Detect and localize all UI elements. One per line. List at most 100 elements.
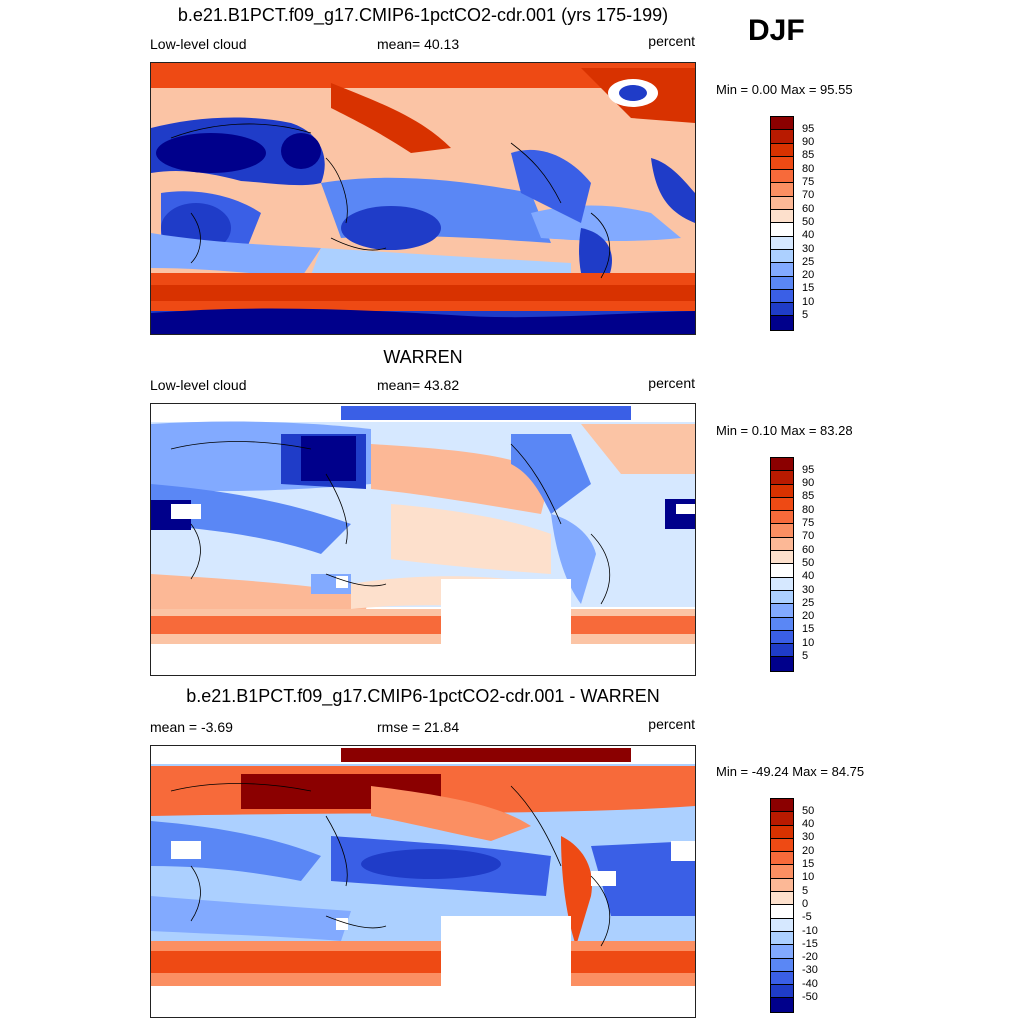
colorbar-tick-label: 90 [802, 477, 815, 490]
colorbar-tick-label: 0 [802, 897, 809, 910]
colorbar-tick-label: 60 [802, 543, 815, 556]
panel-3-units-label: percent [648, 716, 695, 732]
panel-3-colorbar: 50 40 30 20 15 10 5 0 -5 -10 -15 -20 -30 -40 -50 [770, 798, 840, 1013]
colorbar-swatch [771, 985, 793, 999]
colorbar-swatch [771, 117, 793, 131]
panel-1-colorbar: 95 90 85 80 75 70 60 50 40 30 25 20 15 10 5 [770, 116, 840, 331]
panel-3-minmax: Min = -49.24 Max = 84.75 [716, 764, 865, 779]
panel-3-map [150, 745, 696, 1018]
panel-1-map-svg [151, 63, 695, 334]
colorbar-swatch [771, 931, 793, 946]
colorbar-tick-label: 90 [802, 136, 815, 149]
colorbar-swatch [771, 657, 793, 671]
colorbar-swatch [771, 511, 793, 525]
colorbar-tick-label: 15 [802, 282, 815, 295]
panel-1-minmax: Min = 0.00 Max = 95.55 [716, 82, 853, 97]
panel-2-map [150, 403, 696, 676]
colorbar-tick-label: 40 [802, 229, 815, 242]
panel-3-map-svg [151, 746, 695, 1017]
colorbar-swatch [771, 196, 793, 211]
colorbar-swatch [771, 878, 793, 893]
colorbar-swatch [771, 590, 793, 605]
colorbar-tick-label: 80 [802, 503, 815, 516]
colorbar-tick-label: 10 [802, 636, 815, 649]
colorbar-tick-label: 15 [802, 858, 815, 870]
panel-1-map [150, 62, 696, 335]
colorbar-swatch [771, 497, 793, 512]
colorbar-swatch [771, 130, 793, 144]
colorbar-tick-label: 85 [802, 490, 815, 503]
panel-2-variable-label: Low-level cloud [150, 377, 247, 393]
colorbar-swatch [771, 183, 793, 197]
panel-3-rmse-label: rmse = 21.84 [377, 719, 460, 735]
colorbar-swatch [771, 484, 793, 498]
colorbar-tick-label: 85 [802, 149, 815, 162]
colorbar-swatch [771, 458, 793, 472]
colorbar-tick-label: 20 [802, 610, 815, 623]
colorbar-swatch [771, 865, 793, 879]
colorbar-tick-label: 50 [802, 215, 815, 228]
colorbar-tick-label: 50 [802, 556, 815, 569]
colorbar-swatches [770, 457, 794, 672]
panel-1-title: b.e21.B1PCT.f09_g17.CMIP6-1pctCO2-cdr.00… [177, 5, 669, 25]
colorbar-swatch [771, 537, 793, 552]
panel-2-map-svg [151, 404, 695, 675]
colorbar-tick-label: -50 [802, 991, 818, 1003]
colorbar-swatch [771, 998, 793, 1012]
colorbar-swatch [771, 263, 793, 277]
colorbar-swatch [771, 918, 793, 932]
colorbar-swatch [771, 905, 793, 919]
colorbar-swatch [771, 604, 793, 618]
colorbar-swatches [770, 798, 794, 1013]
colorbar-swatch [771, 644, 793, 658]
colorbar-swatch [771, 617, 793, 631]
colorbar-swatch [771, 551, 793, 565]
colorbar-tick-label: -40 [802, 977, 818, 990]
colorbar-swatch [771, 852, 793, 866]
colorbar-tick-label: 10 [802, 295, 815, 308]
panel-2-mean-label: mean= 43.82 [377, 377, 460, 393]
colorbar-tick-label: 5 [802, 309, 809, 321]
colorbar-tick-label: 75 [802, 517, 815, 529]
panel-2-colorbar: 95 90 85 80 75 70 60 50 40 30 25 20 15 10 5 [770, 457, 840, 672]
colorbar-swatch [771, 630, 793, 645]
panel-1-units-label: percent [648, 33, 695, 49]
colorbar-tick-label: 20 [802, 844, 815, 857]
colorbar-swatch [771, 971, 793, 986]
colorbar-tick-label: 30 [802, 583, 815, 596]
colorbar-swatch [771, 223, 793, 237]
colorbar-tick-label: 20 [802, 269, 815, 282]
colorbar-swatch [771, 236, 793, 250]
colorbar-swatch [771, 143, 793, 157]
colorbar-swatch [771, 799, 793, 813]
colorbar-swatch [771, 564, 793, 578]
colorbar-tick-label: -5 [802, 911, 812, 924]
colorbar-tick-label: -15 [802, 937, 818, 950]
colorbar-swatch [771, 156, 793, 171]
colorbar-swatch [771, 289, 793, 304]
panel-3-mean-label: mean = -3.69 [150, 719, 233, 735]
colorbar-tick-label: -30 [802, 964, 818, 977]
colorbar-tick-label: 70 [802, 530, 815, 543]
colorbar-swatch [771, 945, 793, 959]
panel-2-units-label: percent [648, 375, 695, 391]
colorbar-tick-label: 80 [802, 162, 815, 175]
panel-3-title: b.e21.B1PCT.f09_g17.CMIP6-1pctCO2-cdr.00… [186, 686, 660, 706]
colorbar-tick-label: 50 [802, 804, 815, 817]
colorbar-swatch [771, 276, 793, 290]
panel-2-title: WARREN [383, 347, 463, 367]
colorbar-tick-label: 75 [802, 176, 815, 188]
panel-1-variable-label: Low-level cloud [150, 36, 247, 52]
colorbar-swatch [771, 812, 793, 826]
colorbar-swatch [771, 577, 793, 591]
season-label: DJF [748, 14, 805, 47]
colorbar-tick-label: 40 [802, 818, 815, 831]
colorbar-tick-label: 95 [802, 122, 815, 135]
colorbar-tick-label: -20 [802, 951, 818, 964]
colorbar-swatch [771, 958, 793, 972]
colorbar-tick-label: 25 [802, 255, 815, 268]
colorbar-tick-label: -10 [802, 924, 818, 937]
colorbar-tick-label: 15 [802, 623, 815, 636]
colorbar-tick-label: 30 [802, 831, 815, 844]
colorbar-swatch [771, 471, 793, 485]
